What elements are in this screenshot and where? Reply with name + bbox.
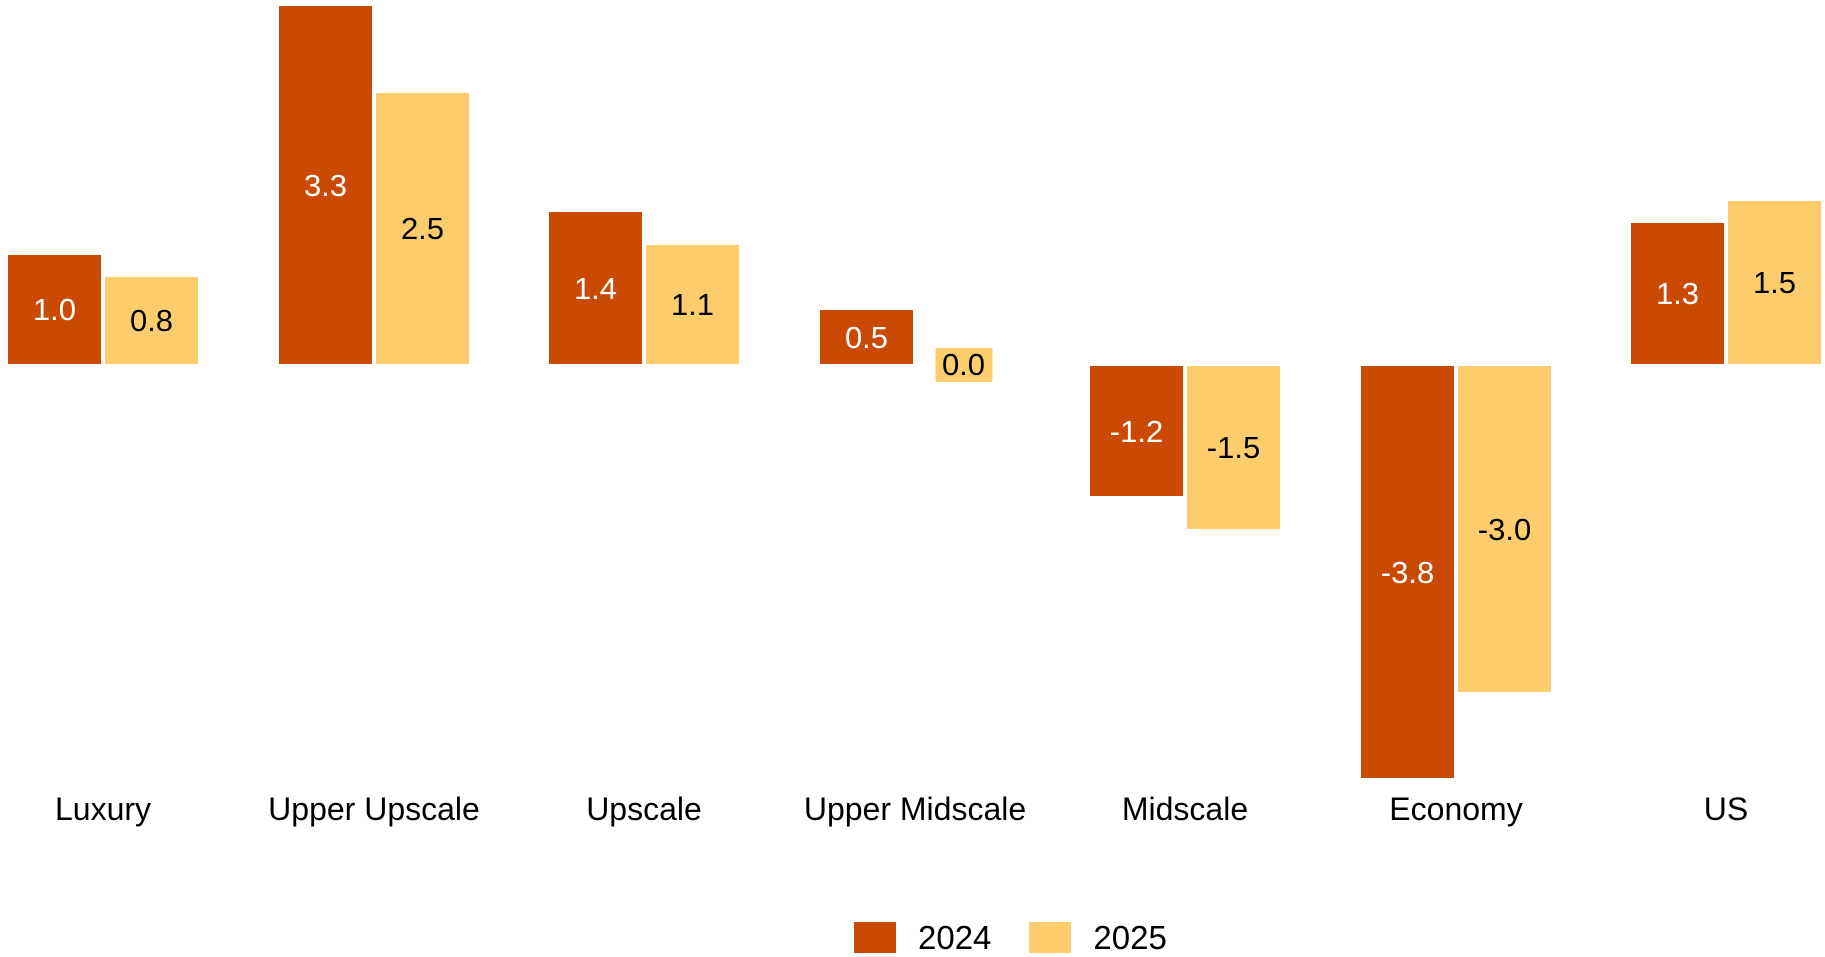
legend: 2024 2025: [854, 921, 1167, 954]
value-label: 1.0: [32, 292, 77, 327]
bar-2025-midscale: -1.5: [1187, 366, 1280, 529]
category-label-midscale: Midscale: [1121, 791, 1249, 827]
legend-swatch-2025: [1029, 922, 1072, 953]
value-label: 2.5: [400, 211, 445, 246]
value-label: 0.8: [129, 303, 174, 338]
bar-2025-us: 1.5: [1728, 201, 1821, 364]
value-label: 1.5: [1752, 265, 1797, 300]
bar-2024-upscale: 1.4: [549, 212, 642, 364]
bar-2024-upper-upscale: 3.3: [279, 6, 372, 364]
legend-swatch-2024: [854, 922, 896, 953]
bar-2024-us: 1.3: [1631, 223, 1724, 364]
bar-2024-economy: -3.8: [1361, 366, 1454, 778]
bar-2024-upper-midscale: 0.5: [820, 310, 913, 364]
value-label: -1.5: [1206, 430, 1261, 465]
value-label: 1.1: [670, 287, 715, 322]
value-label-chip: 0.0: [934, 348, 993, 382]
value-label: 3.3: [303, 167, 348, 203]
value-label: 1.3: [1655, 276, 1700, 311]
category-label-upper-midscale: Upper Midscale: [803, 791, 1027, 827]
bar-2025-upscale: 1.1: [646, 245, 739, 364]
value-label: -1.2: [1109, 413, 1164, 449]
legend-label-2024: 2024: [918, 919, 992, 956]
category-label-economy: Economy: [1389, 791, 1523, 827]
legend-label-2025: 2025: [1093, 919, 1167, 956]
value-label: -3.8: [1380, 554, 1435, 590]
value-label: 1.4: [573, 270, 618, 306]
value-label: 0.5: [844, 319, 889, 355]
bar-2024-luxury: 1.0: [8, 255, 101, 364]
bar-2025-luxury: 0.8: [105, 277, 198, 364]
bar-2024-midscale: -1.2: [1090, 366, 1183, 496]
category-label-luxury: Luxury: [54, 791, 152, 827]
value-label: -3.0: [1477, 511, 1532, 547]
bar-2025-upper-upscale: 2.5: [376, 93, 469, 364]
bar-2025-economy: -3.0: [1458, 366, 1551, 692]
category-label-us: US: [1703, 791, 1749, 827]
category-label-upscale: Upscale: [586, 791, 702, 827]
category-label-upper-upscale: Upper Upscale: [268, 791, 480, 827]
